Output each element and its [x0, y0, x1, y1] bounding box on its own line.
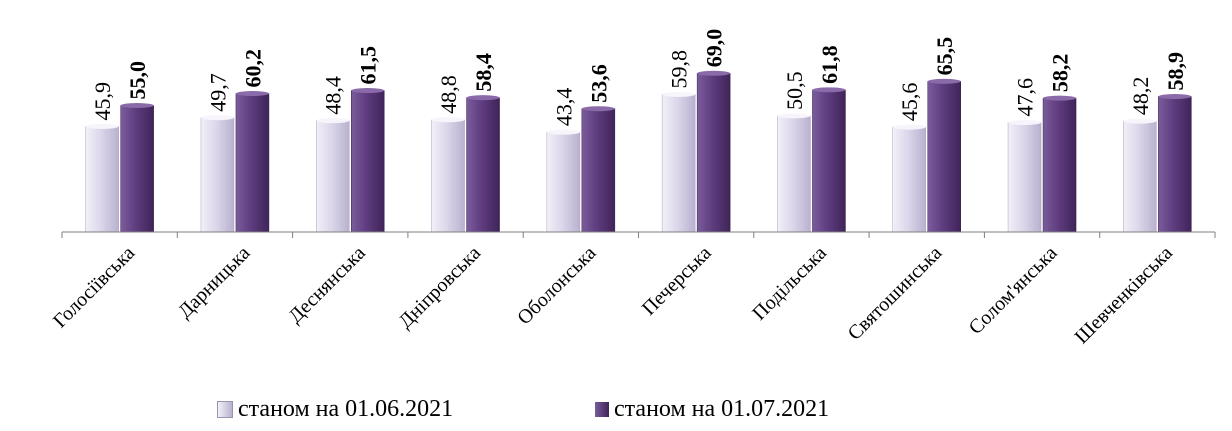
data-label-series-1: 48,8	[436, 75, 461, 114]
category-label: Дарницька	[174, 242, 255, 323]
bar-series-2	[1042, 97, 1077, 233]
bar-series-1	[1007, 122, 1042, 233]
data-label-series-1: 48,4	[321, 76, 346, 115]
data-label-series-1: 45,9	[90, 82, 115, 120]
data-label-series-2: 58,2	[1048, 54, 1073, 93]
bar-series-1	[431, 119, 465, 233]
bar-cap-series-1	[431, 117, 465, 123]
data-label-series-2: 58,4	[471, 53, 496, 92]
data-label-series-2: 58,9	[1163, 52, 1188, 91]
data-label-series-2: 61,5	[356, 46, 381, 85]
bar-series-2	[812, 89, 846, 233]
bar-series-1	[1123, 120, 1157, 233]
bar-series-1	[892, 126, 926, 233]
legend-swatch-series-2	[595, 402, 609, 417]
category-label: Дніпровська	[394, 242, 485, 333]
data-label-series-2: 65,5	[932, 37, 957, 76]
category-label: Подільська	[748, 242, 831, 325]
bar-series-1	[777, 115, 811, 233]
category-label: Солом'янська	[965, 242, 1062, 339]
bar-series-1	[200, 117, 235, 233]
bar-cap-series-1	[1123, 118, 1157, 124]
bar-cap-series-1	[1008, 120, 1042, 126]
bar-cap-series-2	[351, 88, 385, 94]
bar-series-1	[316, 120, 350, 233]
category-label: Деснянська	[284, 242, 370, 328]
bar-series-2	[235, 93, 270, 233]
bar-series-2	[351, 90, 385, 233]
bar-series-2	[927, 81, 961, 233]
bar-series-2	[581, 108, 616, 233]
data-label-series-1: 48,2	[1128, 77, 1153, 116]
bar-cap-series-2	[812, 87, 846, 93]
legend-swatch-series-1	[217, 401, 233, 418]
bar-cap-series-2	[927, 78, 961, 84]
legend-label-series-1: станом на 01.06.2021	[238, 396, 454, 422]
category-label: Печерська	[638, 242, 716, 320]
legend: станом на 01.06.2021 станом на 01.07.202…	[0, 396, 1232, 426]
bar-cap-series-1	[200, 115, 234, 121]
bars-layer	[85, 70, 1192, 233]
legend-item-series-1: станом на 01.06.2021	[217, 396, 453, 423]
data-labels-layer: 45,9 55,0 49,7 60,2 48,4 61,5 48,8 58,4 43,4 53,6…	[90, 29, 1188, 126]
bar-cap-series-1	[777, 113, 811, 119]
category-label: Святошинська	[844, 242, 947, 345]
bar-cap-series-2	[235, 91, 269, 97]
legend-label-series-2: станом на 01.07.2021	[614, 396, 830, 422]
bar-cap-series-2	[697, 70, 731, 76]
bar-cap-series-1	[892, 124, 926, 130]
data-label-series-2: 61,8	[817, 45, 842, 84]
data-label-series-2: 55,0	[125, 61, 150, 100]
legend-item-series-2: станом на 01.07.2021	[595, 396, 829, 423]
bar-series-2	[696, 73, 731, 233]
bar-cap-series-2	[1043, 95, 1077, 101]
bar-series-1	[661, 94, 696, 233]
data-label-series-1: 45,6	[897, 83, 922, 122]
bar-series-2	[1158, 96, 1192, 233]
data-label-series-1: 47,6	[1013, 78, 1038, 117]
bar-cap-series-2	[581, 106, 615, 112]
bar-cap-series-2	[1158, 94, 1192, 100]
data-label-series-1: 59,8	[667, 50, 692, 89]
category-label: Оболонська	[513, 242, 600, 329]
x-axis: Голосіївська Дарницька Деснянська Дніпровсь…	[49, 231, 1216, 348]
data-label-series-1: 49,7	[205, 73, 230, 112]
data-label-series-1: 43,4	[551, 88, 576, 127]
data-label-series-2: 69,0	[702, 29, 727, 68]
bar-cap-series-2	[120, 103, 154, 108]
bar-cap-series-1	[662, 91, 696, 97]
bar-chart: 45,9 55,0 49,7 60,2 48,4 61,5 48,8 58,4 43,4 53,6…	[49, 29, 1216, 348]
data-label-series-2: 53,6	[586, 64, 611, 103]
bar-series-1	[85, 126, 119, 233]
bar-cap-series-1	[85, 123, 119, 129]
bar-series-2	[466, 97, 500, 233]
bar-series-1	[546, 131, 581, 233]
bar-cap-series-1	[546, 129, 580, 135]
category-label: Шевченківська	[1071, 242, 1177, 348]
bar-cap-series-2	[466, 95, 500, 101]
bar-series-2	[120, 105, 154, 233]
bar-cap-series-1	[316, 118, 350, 124]
data-label-series-2: 60,2	[240, 49, 265, 88]
data-label-series-1: 50,5	[782, 71, 807, 110]
category-label: Голосіївська	[49, 242, 139, 332]
